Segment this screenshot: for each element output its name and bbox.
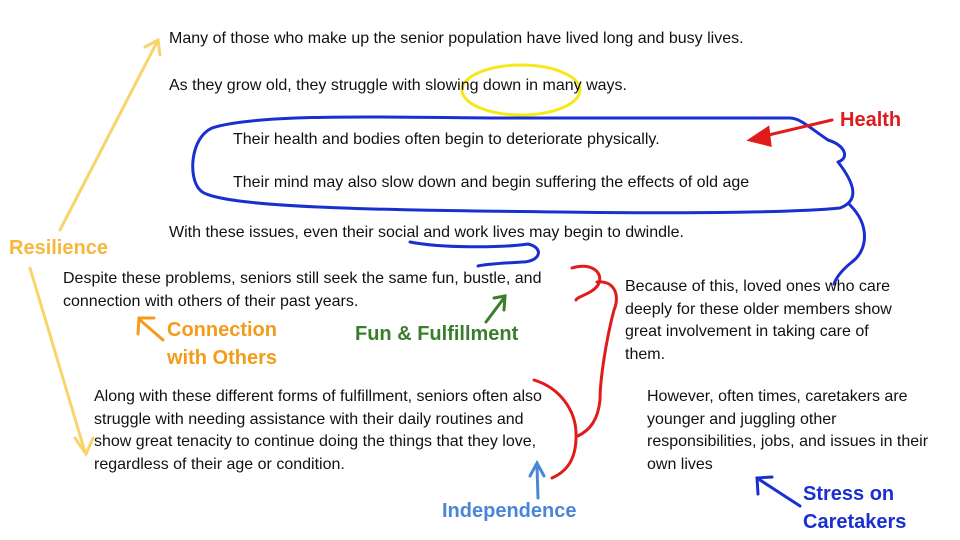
red-bracket-lower bbox=[532, 378, 578, 480]
social-underline bbox=[408, 240, 540, 268]
label-connection-with-others: Connection with Others bbox=[167, 319, 278, 369]
label-independence: Independence bbox=[442, 500, 577, 522]
red-bracket-upper bbox=[570, 264, 602, 302]
blue-connector bbox=[832, 203, 866, 286]
sentence-fun-bustle: Despite these problems, seniors still se… bbox=[63, 270, 542, 310]
resilience-down-arrow bbox=[28, 266, 95, 458]
label-resilience: Resilience bbox=[9, 237, 108, 259]
label-stress-on-caretakers: Stress on Caretakers bbox=[803, 483, 907, 533]
health-arrow bbox=[746, 118, 834, 147]
sentence-mind: Their mind may also slow down and begin … bbox=[233, 174, 750, 191]
sentence-health: Their health and bodies often begin to d… bbox=[233, 131, 660, 148]
independence-arrow bbox=[528, 459, 546, 500]
fun-arrow bbox=[484, 294, 507, 324]
sentence-independence: Along with these different forms of fulf… bbox=[94, 388, 542, 473]
label-fun-fulfillment: Fun & Fulfillment bbox=[355, 323, 519, 345]
connection-arrow bbox=[136, 316, 165, 342]
label-health: Health bbox=[840, 109, 902, 131]
stress-arrow bbox=[755, 475, 802, 508]
resilience-up-arrow bbox=[58, 37, 162, 232]
slowing-down-highlight bbox=[460, 63, 582, 117]
sentence-social-work: With these issues, even their social and… bbox=[169, 224, 684, 241]
sentence-slowing-down: As they grow old, they struggle with slo… bbox=[169, 77, 627, 94]
sentence-loved-ones: Because of this, loved ones who care dee… bbox=[625, 278, 892, 363]
sentence-senior-population: Many of those who make up the senior pop… bbox=[169, 30, 744, 47]
health-mind-loop bbox=[191, 115, 855, 215]
sentence-caretakers: However, often times, caretakers are you… bbox=[647, 388, 929, 473]
red-bracket-connector bbox=[576, 280, 618, 438]
